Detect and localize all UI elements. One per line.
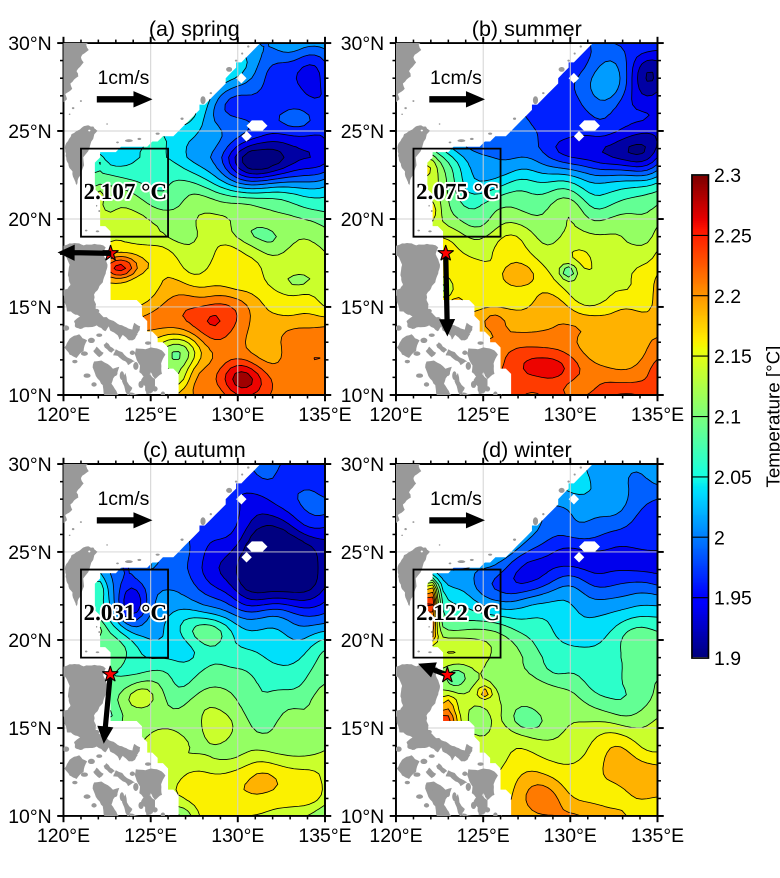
svg-text:130°E: 130°E bbox=[211, 825, 264, 847]
svg-text:15°N: 15°N bbox=[8, 297, 51, 319]
svg-text:25°N: 25°N bbox=[8, 121, 51, 143]
svg-text:(b) summer: (b) summer bbox=[472, 17, 582, 41]
svg-text:125°E: 125°E bbox=[457, 825, 510, 847]
svg-text:1.9: 1.9 bbox=[714, 648, 741, 670]
svg-text:15°N: 15°N bbox=[341, 718, 384, 740]
svg-text:(a) spring: (a) spring bbox=[149, 17, 240, 41]
svg-text:130°E: 130°E bbox=[544, 825, 597, 847]
svg-text:15°N: 15°N bbox=[341, 297, 384, 319]
svg-text:120°E: 120°E bbox=[369, 404, 422, 426]
svg-text:25°N: 25°N bbox=[341, 121, 384, 143]
svg-text:135°E: 135°E bbox=[298, 825, 351, 847]
svg-text:20°N: 20°N bbox=[341, 630, 384, 652]
svg-text:25°N: 25°N bbox=[341, 542, 384, 564]
svg-text:2.25: 2.25 bbox=[714, 225, 752, 247]
svg-text:1cm/s: 1cm/s bbox=[98, 67, 150, 89]
svg-text:20°N: 20°N bbox=[8, 209, 51, 231]
svg-text:2.15: 2.15 bbox=[714, 346, 752, 368]
svg-text:135°E: 135°E bbox=[631, 404, 684, 426]
svg-text:30°N: 30°N bbox=[341, 454, 384, 476]
svg-text:10°N: 10°N bbox=[341, 385, 384, 407]
svg-text:30°N: 30°N bbox=[341, 33, 384, 55]
svg-text:120°E: 120°E bbox=[37, 825, 90, 847]
svg-text:10°N: 10°N bbox=[341, 806, 384, 828]
svg-text:10°N: 10°N bbox=[8, 385, 51, 407]
svg-text:2: 2 bbox=[714, 527, 725, 549]
svg-text:1.95: 1.95 bbox=[714, 588, 752, 610]
svg-text:125°E: 125°E bbox=[457, 404, 510, 426]
svg-text:120°E: 120°E bbox=[369, 825, 422, 847]
svg-text:1cm/s: 1cm/s bbox=[430, 67, 482, 89]
svg-text:135°E: 135°E bbox=[631, 825, 684, 847]
svg-text:2.05: 2.05 bbox=[714, 467, 752, 489]
svg-text:120°E: 120°E bbox=[37, 404, 90, 426]
svg-text:1cm/s: 1cm/s bbox=[98, 488, 150, 510]
svg-text:10°N: 10°N bbox=[8, 806, 51, 828]
svg-text:2.3: 2.3 bbox=[714, 165, 741, 187]
svg-text:20°N: 20°N bbox=[341, 209, 384, 231]
svg-text:30°N: 30°N bbox=[8, 33, 51, 55]
svg-text:135°E: 135°E bbox=[298, 404, 351, 426]
svg-text:Temperature [°C]: Temperature [°C] bbox=[762, 346, 780, 488]
svg-text:125°E: 125°E bbox=[124, 825, 177, 847]
svg-text:2.2: 2.2 bbox=[714, 286, 741, 308]
svg-text:25°N: 25°N bbox=[8, 542, 51, 564]
svg-text:1cm/s: 1cm/s bbox=[430, 488, 482, 510]
svg-text:30°N: 30°N bbox=[8, 454, 51, 476]
svg-text:2.1: 2.1 bbox=[714, 407, 741, 429]
svg-text:130°E: 130°E bbox=[211, 404, 264, 426]
svg-text:125°E: 125°E bbox=[124, 404, 177, 426]
svg-text:(d) winter: (d) winter bbox=[482, 438, 572, 462]
svg-text:(c) autumn: (c) autumn bbox=[143, 438, 246, 462]
svg-text:15°N: 15°N bbox=[8, 718, 51, 740]
svg-text:130°E: 130°E bbox=[544, 404, 597, 426]
svg-text:20°N: 20°N bbox=[8, 630, 51, 652]
